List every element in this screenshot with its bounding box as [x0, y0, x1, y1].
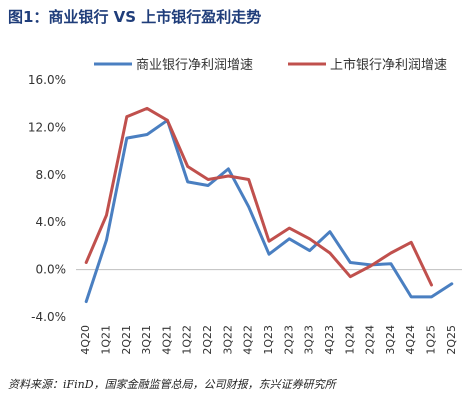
series-line-1 [84, 106, 433, 287]
x-tick-label: 3Q24 [384, 325, 397, 355]
source-note: 资料来源：iFinD，国家金融监管总局，公司财报，东兴证券研究所 [8, 378, 336, 391]
x-tick-label: 4Q24 [404, 325, 417, 355]
x-tick-label: 2Q21 [120, 325, 133, 355]
x-tick-label: 2Q24 [364, 325, 377, 355]
x-tick-label: 1Q25 [425, 325, 438, 355]
legend-label: 上市银行净利润增速 [330, 57, 447, 73]
x-tick-label: 2Q23 [282, 325, 295, 355]
x-tick-label: 2Q22 [201, 325, 214, 355]
y-tick-label: 16.0% [28, 73, 66, 87]
x-tick-label: 3Q22 [221, 325, 234, 355]
line-chart: 商业银行净利润增速 上市银行净利润增速 -4.0% 0.0% 4.0% 8.0% 12.0… [28, 57, 462, 355]
x-tick-label: 4Q20 [79, 325, 92, 355]
x-tick-label: 3Q21 [140, 325, 153, 355]
series-line-0 [84, 118, 454, 304]
series-layer [84, 106, 454, 304]
figure-title: 图1：商业银行 VS 上市银行盈利走势 [8, 8, 262, 26]
y-tick-label: 12.0% [28, 120, 66, 134]
x-tick-label: 1Q24 [343, 325, 356, 355]
chart-legend: 商业银行净利润增速 上市银行净利润增速 [94, 57, 447, 73]
x-tick-label: 1Q21 [99, 325, 112, 355]
x-tick-label: 1Q23 [262, 325, 275, 355]
x-tick-label: 3Q23 [303, 325, 316, 355]
y-axis: -4.0% 0.0% 4.0% 8.0% 12.0% 16.0% [28, 73, 66, 324]
x-tick-label: 4Q23 [323, 325, 336, 355]
y-tick-label: -4.0% [31, 310, 66, 324]
x-tick-label: 4Q22 [242, 325, 255, 355]
y-tick-label: 4.0% [36, 215, 67, 229]
y-tick-label: 0.0% [36, 263, 67, 277]
legend-label: 商业银行净利润增速 [136, 58, 253, 73]
x-axis: 4Q20 1Q21 2Q21 3Q21 4Q21 1Q22 2Q22 3Q22 4Q22 1Q23… [76, 269, 462, 355]
x-tick-label: 1Q22 [181, 325, 194, 355]
x-tick-label: 4Q21 [160, 325, 173, 355]
x-tick-label: 2Q25 [445, 325, 458, 355]
y-tick-label: 8.0% [36, 168, 67, 182]
